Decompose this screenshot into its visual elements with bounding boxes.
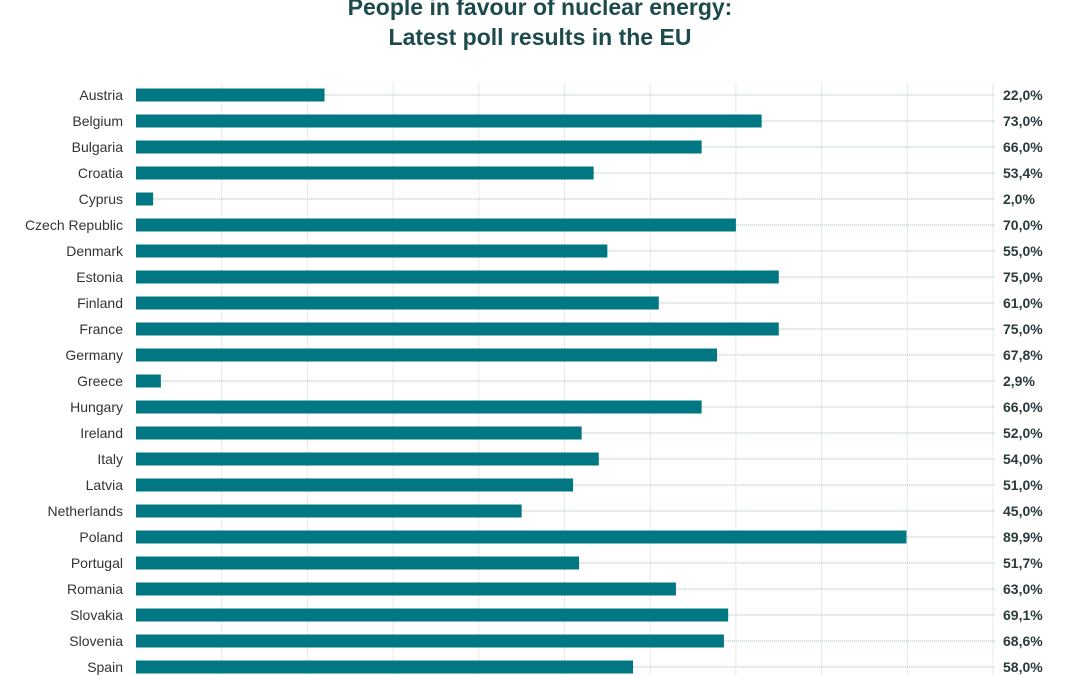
category-label: Ireland [80,425,123,441]
bar-czech-republic [136,218,736,232]
value-label: 54,0% [1003,451,1043,467]
category-label: Austria [79,87,123,103]
bar-croatia [136,166,594,180]
category-label: Croatia [78,165,123,181]
bar-italy [136,452,599,466]
value-label: 89,9% [1003,529,1043,545]
bar-france [136,322,779,336]
bar-latvia [136,478,574,492]
bar-bulgaria [136,140,702,154]
category-label: Slovakia [70,607,123,623]
category-label: Netherlands [48,503,124,519]
value-label: 63,0% [1003,581,1043,597]
bar-finland [136,296,659,310]
value-label: 61,0% [1003,295,1043,311]
bar-poland [136,530,907,544]
category-label: Hungary [70,399,123,415]
bar-belgium [136,114,762,128]
value-label: 52,0% [1003,425,1043,441]
category-label: Finland [77,295,123,311]
category-label: Spain [87,659,123,675]
category-label: Denmark [66,243,124,259]
value-label: 45,0% [1003,503,1043,519]
value-label: 75,0% [1003,269,1043,285]
bar-greece [136,374,161,388]
value-label: 73,0% [1003,113,1043,129]
category-label: Estonia [76,269,123,285]
category-label: France [79,321,123,337]
bar-spain [136,660,634,674]
bar-hungary [136,400,702,414]
category-label: Cyprus [79,191,123,207]
value-label: 75,0% [1003,321,1043,337]
value-label: 66,0% [1003,139,1043,155]
value-label: 70,0% [1003,217,1043,233]
bar-germany [136,348,718,362]
bar-portugal [136,556,580,570]
bar-romania [136,582,676,596]
chart-title-line-1: People in favour of nuclear energy: [347,0,733,20]
category-label: Czech Republic [25,217,123,233]
value-label: 68,6% [1003,633,1043,649]
category-label: Germany [65,347,123,363]
value-label: 2,0% [1003,191,1035,207]
value-label: 69,1% [1003,607,1043,623]
bar-estonia [136,270,779,284]
category-label: Belgium [72,113,123,129]
bar-slovenia [136,634,724,648]
category-label: Slovenia [69,633,123,649]
value-label: 58,0% [1003,659,1043,675]
category-label: Bulgaria [72,139,124,155]
bar-austria [136,88,325,102]
bar-denmark [136,244,608,258]
bar-ireland [136,426,582,440]
value-label: 53,4% [1003,165,1043,181]
value-label: 51,7% [1003,555,1043,571]
value-label: 66,0% [1003,399,1043,415]
value-label: 67,8% [1003,347,1043,363]
category-label: Poland [79,529,123,545]
bar-slovakia [136,608,729,622]
category-label: Greece [77,373,123,389]
chart-title-line-2: Latest poll results in the EU [388,24,692,50]
bar-cyprus [136,192,154,206]
value-label: 51,0% [1003,477,1043,493]
category-label: Latvia [86,477,124,493]
category-label: Portugal [71,555,123,571]
value-label: 2,9% [1003,373,1035,389]
bar-netherlands [136,504,522,518]
category-label: Romania [67,581,123,597]
value-label: 22,0% [1003,87,1043,103]
category-label: Italy [97,451,123,467]
value-label: 55,0% [1003,243,1043,259]
